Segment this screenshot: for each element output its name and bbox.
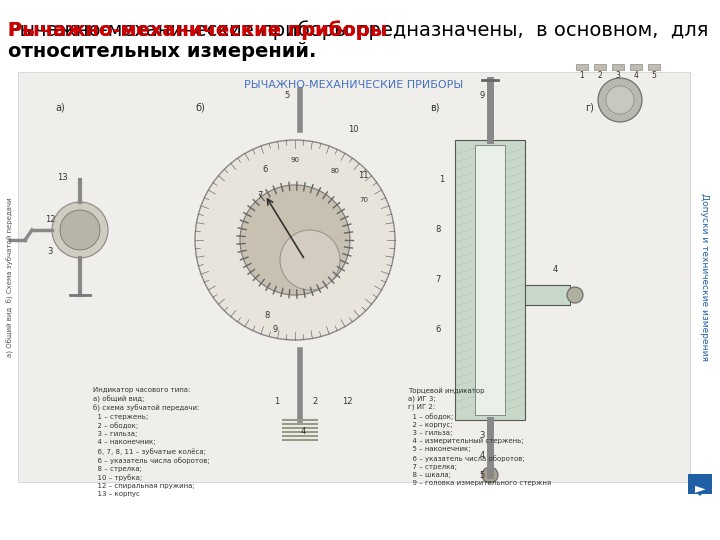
Text: 3: 3 (48, 247, 53, 256)
FancyBboxPatch shape (648, 64, 660, 70)
Text: 7: 7 (436, 275, 441, 285)
Text: 9: 9 (272, 326, 278, 334)
Text: 12: 12 (45, 215, 55, 225)
Circle shape (606, 86, 634, 114)
Circle shape (567, 287, 583, 303)
FancyBboxPatch shape (630, 64, 642, 70)
Text: 4: 4 (552, 266, 557, 274)
Text: Торцевой индикатор
а) ИГ 3;
г) ИГ 2:
  1 – ободок;
  2 – корпус;
  3 – гильза;
 : Торцевой индикатор а) ИГ 3; г) ИГ 2: 1 –… (408, 387, 551, 485)
Text: б): б) (195, 102, 205, 112)
Text: 3: 3 (616, 71, 621, 80)
Text: 10: 10 (348, 125, 359, 134)
Text: 7: 7 (257, 191, 263, 199)
Text: Рычажно-механические приборы предназначены,  в основном,  для: Рычажно-механические приборы предназначе… (8, 20, 708, 39)
Circle shape (60, 210, 100, 250)
Text: 2: 2 (598, 71, 603, 80)
Circle shape (280, 230, 340, 290)
FancyBboxPatch shape (688, 474, 712, 494)
Text: 5: 5 (652, 71, 657, 80)
FancyBboxPatch shape (576, 64, 588, 70)
Text: 1: 1 (439, 176, 445, 185)
Text: г): г) (585, 102, 594, 112)
Circle shape (482, 467, 498, 483)
Text: РЫЧАЖНО-МЕХАНИЧЕСКИЕ ПРИБОРЫ: РЫЧАЖНО-МЕХАНИЧЕСКИЕ ПРИБОРЫ (244, 80, 464, 90)
Text: 80: 80 (330, 168, 340, 174)
Text: 4: 4 (480, 450, 485, 460)
Text: 13: 13 (57, 173, 67, 183)
Text: 5: 5 (284, 91, 289, 99)
Text: 2: 2 (312, 397, 318, 407)
Text: ►: ► (695, 481, 706, 495)
Polygon shape (688, 494, 712, 504)
Text: 1: 1 (580, 71, 585, 80)
Text: 4: 4 (300, 428, 305, 436)
Text: 6: 6 (262, 165, 268, 174)
Text: 11: 11 (358, 171, 368, 179)
Circle shape (195, 140, 395, 340)
Text: 3: 3 (480, 430, 485, 440)
Text: 8: 8 (264, 310, 270, 320)
FancyBboxPatch shape (475, 145, 505, 415)
Text: 6: 6 (436, 326, 441, 334)
FancyBboxPatch shape (594, 64, 606, 70)
Text: Индикатор часового типа:
а) общий вид;
б) схема зубчатой передачи:
  1 – стержен: Индикатор часового типа: а) общий вид; б… (93, 387, 210, 497)
Text: 12: 12 (342, 397, 352, 407)
Text: 4: 4 (634, 71, 639, 80)
Text: относительных измерений.: относительных измерений. (8, 42, 316, 61)
FancyBboxPatch shape (18, 72, 690, 482)
Circle shape (240, 185, 350, 295)
FancyBboxPatch shape (612, 64, 624, 70)
Text: в): в) (430, 102, 439, 112)
Text: 1: 1 (274, 397, 279, 407)
Text: Рычажно-механические приборы: Рычажно-механические приборы (8, 20, 387, 39)
Text: 5: 5 (480, 470, 485, 480)
Text: а) Общий вид  б) Схема зубчатой передачи: а) Общий вид б) Схема зубчатой передачи (6, 197, 14, 357)
Text: 9: 9 (480, 91, 485, 99)
Circle shape (52, 202, 108, 258)
Circle shape (598, 78, 642, 122)
Text: 90: 90 (290, 157, 300, 163)
Text: а): а) (55, 102, 65, 112)
Text: 70: 70 (360, 197, 369, 203)
FancyBboxPatch shape (455, 140, 525, 420)
Text: 8: 8 (436, 226, 441, 234)
Text: Рычажно-механические приборы: Рычажно-механические приборы (8, 20, 387, 39)
Text: Допуски и технические измерения: Допуски и технические измерения (701, 193, 709, 361)
FancyBboxPatch shape (525, 285, 570, 305)
